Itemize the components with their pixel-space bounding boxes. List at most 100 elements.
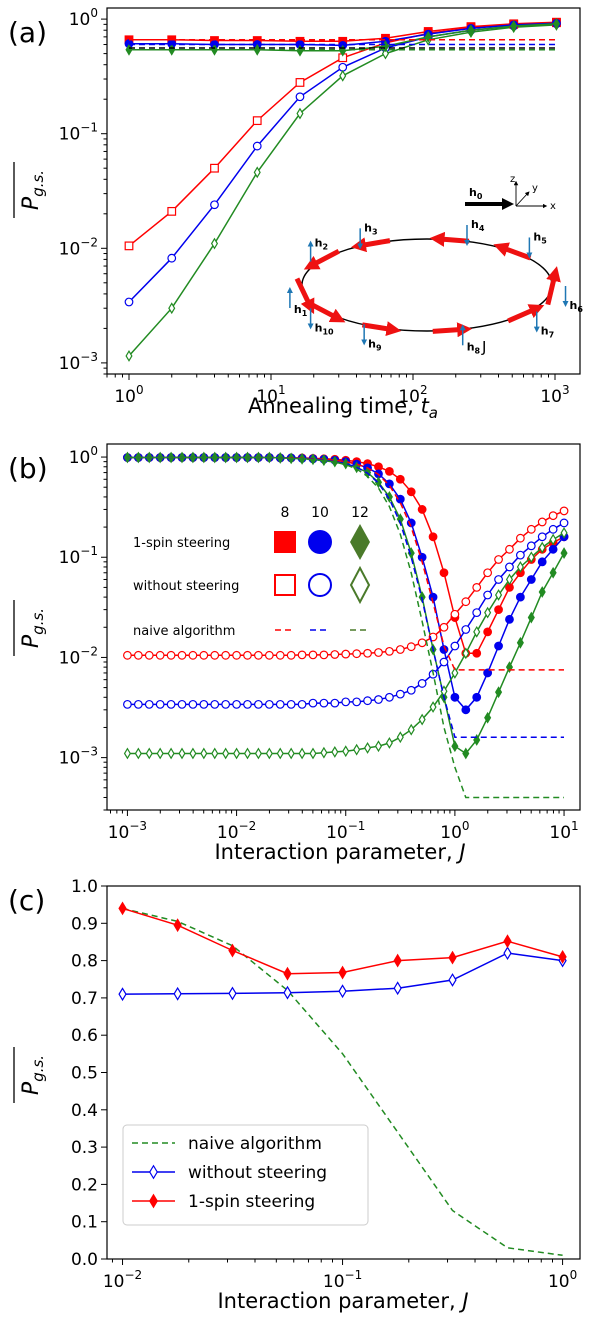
data-point <box>167 747 175 760</box>
data-point <box>173 918 182 933</box>
site-label: h1 <box>294 303 308 318</box>
x-axis-title-b: Interaction parameter, J <box>214 840 465 864</box>
data-point <box>384 479 394 489</box>
data-point <box>265 747 273 760</box>
data-point <box>472 608 482 618</box>
data-point <box>483 668 493 678</box>
data-point <box>296 107 304 120</box>
legend-label: 1-spin steering <box>188 1192 315 1212</box>
data-point <box>149 1164 158 1180</box>
data-point <box>537 517 547 527</box>
data-point <box>526 541 536 551</box>
data-point <box>133 650 143 660</box>
spin-arrow <box>507 304 545 324</box>
svg-text:Pg.s.: Pg.s. <box>19 170 47 210</box>
y-axis-title-c: Pg.s. <box>13 1047 47 1103</box>
data-point <box>417 505 427 514</box>
data-point <box>330 650 340 659</box>
data-point <box>338 984 347 999</box>
data-point <box>211 747 219 760</box>
data-point <box>200 747 208 760</box>
coordinate-axes-icon: z y x <box>510 174 556 212</box>
data-point <box>505 562 514 572</box>
legend-marker <box>349 565 371 605</box>
data-point <box>339 69 347 82</box>
data-point <box>156 747 164 760</box>
x-tick-label: 100 <box>440 819 469 843</box>
spin-arrow <box>294 277 315 315</box>
data-point <box>341 697 351 707</box>
data-point <box>364 741 372 754</box>
data-point <box>538 541 546 554</box>
y-tick-label: 0.2 <box>71 1175 98 1195</box>
data-point <box>439 568 449 578</box>
x-tick-label: 10−2 <box>217 819 256 843</box>
data-point <box>537 532 547 542</box>
data-point <box>177 699 187 709</box>
legend-label: naive algorithm <box>188 1134 322 1154</box>
data-point <box>166 650 176 660</box>
data-point <box>461 597 471 607</box>
data-point <box>189 747 197 760</box>
data-point <box>233 451 241 464</box>
data-point <box>118 987 127 1002</box>
data-point <box>342 745 350 758</box>
x-tick-label: 100 <box>114 383 143 407</box>
plot-frame-a <box>106 7 581 375</box>
axis-ticks-b: 10−3 10−2 10−1 100 101 10−3 10−2 10−1 100 <box>59 444 579 843</box>
data-point <box>395 645 405 654</box>
data-point <box>505 614 514 624</box>
y-tick-label: 0.9 <box>71 914 98 934</box>
data-point <box>462 747 470 760</box>
data-point <box>407 723 415 736</box>
y-tick-label: 10−2 <box>59 644 98 668</box>
panel-label-c: (c) <box>8 884 45 917</box>
data-point <box>363 696 372 706</box>
data-point <box>228 986 237 1001</box>
series-group-b <box>123 451 569 799</box>
y-tick-label: 0.3 <box>71 1138 98 1158</box>
data-point <box>210 200 219 210</box>
data-point <box>149 1193 158 1209</box>
data-point <box>297 650 307 660</box>
data-point <box>200 451 208 464</box>
data-point <box>406 518 416 528</box>
data-point <box>374 740 383 753</box>
data-point <box>450 641 460 651</box>
data-point <box>418 713 426 726</box>
data-point <box>462 647 470 660</box>
data-point <box>275 650 285 660</box>
data-point <box>338 965 347 980</box>
panel-a: (a) 100 101 102 103 10−3 10−2 10−1 100 Annealin… <box>8 6 583 422</box>
data-point <box>264 650 274 660</box>
data-point <box>221 650 231 660</box>
data-point <box>461 705 471 715</box>
data-point <box>341 649 351 659</box>
legend-marker <box>274 531 296 553</box>
data-point <box>549 566 557 579</box>
legend-c-items: naive algorithm without steering 1-spin st… <box>132 1134 327 1212</box>
data-point <box>144 699 154 709</box>
data-point <box>125 350 133 362</box>
x-tick-label: 103 <box>540 383 569 407</box>
data-point <box>352 697 362 707</box>
data-point <box>494 641 503 651</box>
data-point <box>233 747 241 760</box>
inset-spin-ring: h0 z y x h1 h2 h3 h4 h5 h6 h7 h8 h9 h10 J <box>286 174 583 356</box>
data-point <box>429 701 437 713</box>
data-point <box>243 650 252 660</box>
data-point <box>199 650 209 660</box>
y-tick-label: 10−3 <box>59 350 98 374</box>
y-tick-label: 10−1 <box>59 121 98 145</box>
data-point <box>295 92 305 102</box>
data-point <box>167 206 177 216</box>
y-tick-label: 100 <box>69 444 98 468</box>
site-label: h4 <box>471 218 485 233</box>
y-tick-label: 0.4 <box>71 1101 98 1121</box>
series-line <box>127 456 564 799</box>
data-point <box>155 699 165 709</box>
data-point <box>252 116 262 126</box>
data-point <box>353 743 361 756</box>
data-point <box>308 698 318 708</box>
site-label: h2 <box>315 237 328 252</box>
